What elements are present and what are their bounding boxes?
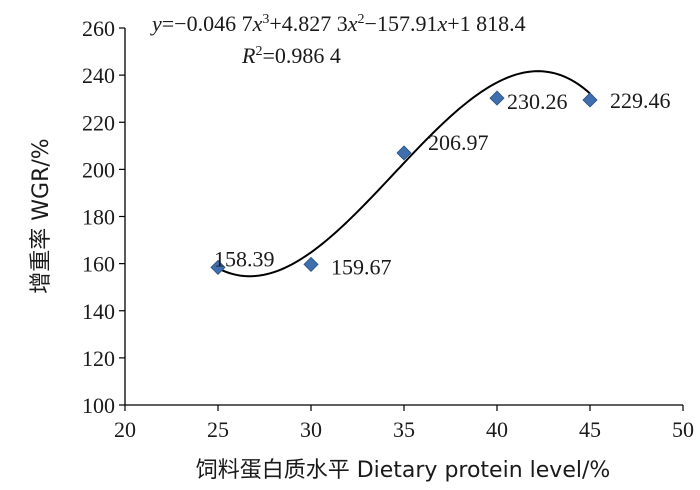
r-squared: R2=0.986 4 bbox=[241, 43, 341, 68]
y-tick-label: 120 bbox=[82, 346, 115, 371]
data-label: 158.39 bbox=[214, 246, 275, 271]
data-label: 229.46 bbox=[610, 88, 671, 113]
x-tick-label: 40 bbox=[486, 417, 508, 442]
y-axis-title: 增重率 WGR/% bbox=[29, 138, 54, 293]
y-tick-label: 100 bbox=[82, 393, 115, 418]
trendline-equation: y=−0.046 7x3+4.827 3x2−157.91x+1 818.4 bbox=[150, 11, 526, 36]
data-label: 206.97 bbox=[428, 130, 489, 155]
data-point bbox=[396, 145, 412, 161]
x-axis-title: 饲料蛋白质水平 Dietary protein level/% bbox=[196, 458, 611, 483]
data-point bbox=[489, 90, 505, 106]
x-tick-label: 25 bbox=[207, 417, 229, 442]
data-labels: 158.39 159.67 206.97 230.26 229.46 bbox=[214, 88, 671, 279]
data-point bbox=[582, 92, 598, 108]
y-tick-label: 140 bbox=[82, 299, 115, 324]
axes bbox=[119, 27, 684, 411]
data-label: 159.67 bbox=[331, 254, 392, 279]
y-tick-label: 180 bbox=[82, 205, 115, 230]
x-tick-label: 45 bbox=[579, 417, 601, 442]
x-tick-label: 35 bbox=[393, 417, 415, 442]
y-tick-label: 160 bbox=[82, 252, 115, 277]
y-tick-label: 240 bbox=[82, 63, 115, 88]
x-tick-label: 30 bbox=[300, 417, 322, 442]
y-tick-label: 220 bbox=[82, 110, 115, 135]
data-points bbox=[210, 90, 598, 275]
data-point bbox=[210, 259, 226, 275]
x-tick-label: 50 bbox=[672, 417, 694, 442]
trendline bbox=[217, 70, 591, 278]
y-tick-label: 260 bbox=[82, 16, 115, 41]
tick-labels: 100 120 140 160 180 200 220 240 260 20 25 30 35 40 45 5… bbox=[82, 16, 694, 442]
x-tick-label: 20 bbox=[114, 417, 136, 442]
data-label: 230.26 bbox=[507, 89, 568, 114]
y-tick-label: 200 bbox=[82, 157, 115, 182]
data-point bbox=[303, 256, 319, 272]
